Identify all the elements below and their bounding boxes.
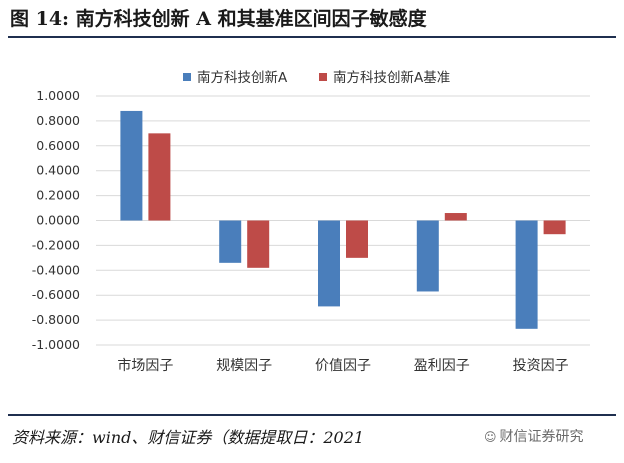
watermark-text: 财信证券研究 <box>499 429 584 445</box>
watermark: ☺ 财信证券研究 <box>484 426 584 446</box>
bar-fund <box>219 220 242 263</box>
legend-label: 南方科技创新A基准 <box>333 69 450 86</box>
y-tick-label: 0.2000 <box>36 188 80 203</box>
wechat-icon: ☺ <box>484 430 497 444</box>
x-tick-label: 价值因子 <box>315 358 371 374</box>
bar-fund <box>120 110 143 221</box>
legend-swatch <box>319 73 327 81</box>
y-tick-label: 0.0000 <box>36 213 80 228</box>
chart-title: 图 14: 南方科技创新 A 和其基准区间因子敏感度 <box>10 8 427 30</box>
y-tick-label: -1.0000 <box>32 337 80 352</box>
bar-fund <box>515 220 538 329</box>
bar-fund <box>416 220 439 292</box>
y-tick-label: -0.2000 <box>32 237 80 252</box>
legend-swatch <box>183 73 191 81</box>
gridlines <box>96 95 590 346</box>
x-axis: 市场因子 规模因子 价值因子 盈利因子 投资因子 <box>117 357 568 374</box>
bar-benchmark <box>148 133 171 221</box>
bar-fund <box>318 220 340 307</box>
y-tick-label: -0.8000 <box>32 312 80 327</box>
y-tick-label: 0.6000 <box>36 138 80 153</box>
footer-divider <box>8 414 616 416</box>
legend-label: 南方科技创新A <box>197 70 288 86</box>
bar-benchmark <box>543 220 566 235</box>
bar-benchmark <box>247 220 270 268</box>
legend: 南方科技创新A 南方科技创新A基准 <box>183 69 450 86</box>
source-note: 资料来源：wind、财信证券（数据提取日：2021 <box>12 428 365 447</box>
bar-chart: 南方科技创新A 南方科技创新A基准 1.0000 0.8000 0.6000 0.400… <box>32 69 590 374</box>
x-tick-label: 市场因子 <box>117 357 173 374</box>
bar-benchmark <box>444 213 467 221</box>
bar-benchmark <box>346 220 368 258</box>
y-axis: 1.0000 0.8000 0.6000 0.4000 0.2000 0.0000 -0.2… <box>32 88 80 352</box>
y-tick-label: 0.8000 <box>36 113 80 128</box>
bars <box>120 110 566 329</box>
x-tick-label: 规模因子 <box>216 358 272 374</box>
y-tick-label: 1.0000 <box>36 88 80 103</box>
x-tick-label: 投资因子 <box>513 358 569 374</box>
y-tick-label: -0.4000 <box>32 262 80 277</box>
title-divider <box>8 36 616 38</box>
x-tick-label: 盈利因子 <box>414 358 470 374</box>
y-tick-label: 0.4000 <box>36 163 80 178</box>
y-tick-label: -0.6000 <box>32 287 80 302</box>
